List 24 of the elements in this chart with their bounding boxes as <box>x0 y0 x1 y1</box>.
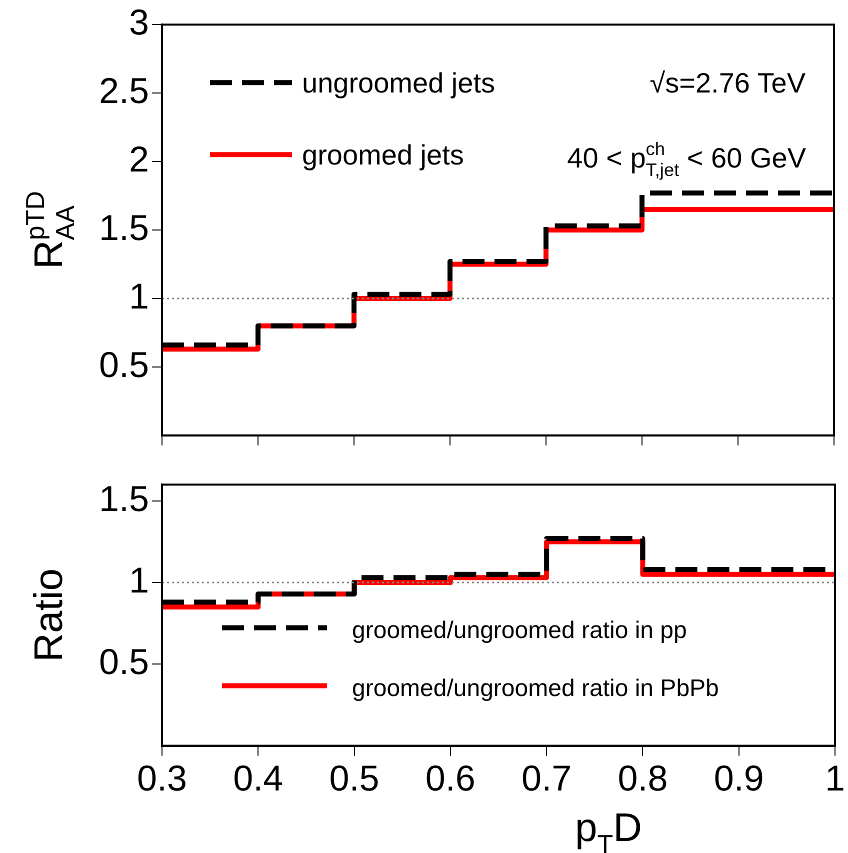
annotation: √s=2.76 TeV <box>650 68 806 99</box>
y-tick-label: 1.5 <box>98 206 149 248</box>
y-tick-label: 1.5 <box>98 478 149 519</box>
x-tick-label: 1 <box>824 757 846 798</box>
x-tick-label: 0.5 <box>329 757 380 798</box>
y-axis-title: Ratio <box>27 568 71 662</box>
legend-label: groomed jets <box>302 140 464 171</box>
legend-label: ungroomed jets <box>302 68 496 99</box>
x-tick-label: 0.6 <box>425 757 476 798</box>
legend-label: groomed/ungroomed ratio in PbPb <box>352 674 719 702</box>
x-tick-label: 0.4 <box>233 757 284 798</box>
y-tick-label: 0.5 <box>98 344 149 385</box>
y-tick-label: 2 <box>128 138 149 180</box>
x-tick-label: 0.9 <box>714 757 764 798</box>
y-tick-label: 2.5 <box>98 70 149 111</box>
y-tick-label: 1 <box>128 559 149 600</box>
legend-label: groomed/ungroomed ratio in pp <box>352 616 687 644</box>
y-tick-label: 0.5 <box>98 641 149 682</box>
y-tick-label: 3 <box>128 2 149 43</box>
y-tick-label: 1 <box>128 275 149 316</box>
x-tick-label: 0.8 <box>618 757 668 798</box>
y-axis-title: RAApTD <box>20 190 80 269</box>
x-tick-label: 0.7 <box>522 757 572 798</box>
x-tick-label: 0.3 <box>136 757 188 798</box>
